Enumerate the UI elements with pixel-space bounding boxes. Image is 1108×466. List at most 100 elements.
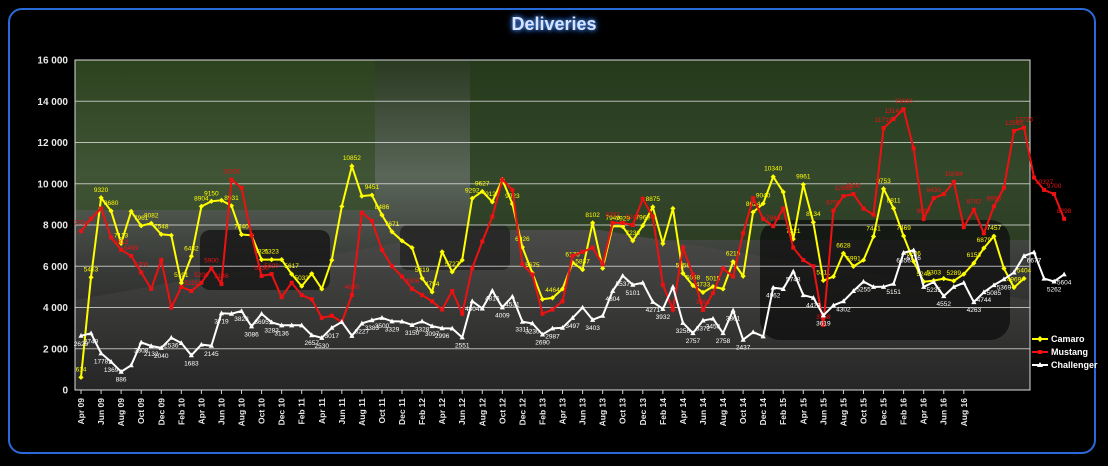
x-tick-label: Jun 11 xyxy=(337,398,347,425)
data-label: 1683 xyxy=(184,360,199,367)
data-label: 5200 xyxy=(194,272,209,279)
data-point xyxy=(529,320,536,326)
data-point xyxy=(1021,275,1027,282)
data-label: 5727 xyxy=(445,261,460,268)
data-label: 9040 xyxy=(756,193,771,200)
data-point xyxy=(1061,271,1067,277)
data-label: 2657 xyxy=(304,340,319,347)
data-point xyxy=(811,264,816,269)
data-point xyxy=(309,271,315,277)
y-tick-label: 2 000 xyxy=(43,344,68,355)
data-label: 9961 xyxy=(796,174,811,181)
data-label: 4302 xyxy=(836,306,851,313)
data-point xyxy=(951,278,957,284)
data-point xyxy=(1062,216,1067,221)
data-label: 6812 xyxy=(114,239,129,246)
data-label: 7943 xyxy=(766,215,781,222)
data-label: 5700 xyxy=(134,261,149,268)
data-point xyxy=(98,195,104,201)
data-label: 5537 xyxy=(615,281,630,288)
data-point xyxy=(590,317,596,322)
data-point xyxy=(890,280,897,286)
data-point xyxy=(149,286,154,291)
data-point xyxy=(751,196,756,201)
data-point xyxy=(851,192,856,197)
data-point xyxy=(178,280,184,286)
data-label: 6482 xyxy=(184,245,199,252)
data-point xyxy=(650,204,656,210)
data-point xyxy=(319,286,325,292)
x-tick-label: Apr 16 xyxy=(919,398,929,425)
data-label: 2629 xyxy=(74,341,89,348)
data-label: 886 xyxy=(116,377,127,384)
data-point xyxy=(871,212,876,217)
data-label: 3158 xyxy=(816,314,831,321)
data-point xyxy=(269,272,274,277)
data-point xyxy=(760,200,766,207)
data-point xyxy=(660,306,666,311)
data-point xyxy=(1021,253,1027,258)
data-label: 5617 xyxy=(284,263,299,270)
y-tick-label: 4 000 xyxy=(43,303,68,314)
data-label: 6153 xyxy=(967,252,982,259)
data-label: 8134 xyxy=(806,211,821,218)
data-point xyxy=(379,315,385,320)
data-label: 5303 xyxy=(926,270,941,277)
data-label: 6879 xyxy=(977,237,992,244)
legend-marker xyxy=(1037,336,1043,342)
data-point xyxy=(530,272,535,277)
data-point xyxy=(379,247,384,252)
data-point xyxy=(188,253,194,259)
data-point xyxy=(259,273,264,278)
data-point xyxy=(810,294,816,300)
data-label: 9150 xyxy=(204,190,219,197)
data-point xyxy=(800,292,806,298)
data-point xyxy=(118,368,124,374)
data-label: 3150 xyxy=(405,330,420,337)
data-label: 7671 xyxy=(385,221,400,228)
data-point xyxy=(169,305,174,310)
data-point xyxy=(400,274,405,279)
data-point xyxy=(440,307,445,312)
data-point xyxy=(550,307,555,312)
data-label: 4009 xyxy=(495,312,510,319)
data-label: 12563 xyxy=(1005,120,1023,127)
data-point xyxy=(430,299,435,304)
x-tick-label: Dec 12 xyxy=(517,398,527,426)
data-label: 13616 xyxy=(895,98,913,105)
data-point xyxy=(710,283,716,290)
data-label: 3372 xyxy=(696,325,711,332)
data-label: 4962 xyxy=(766,293,781,300)
y-tick-label: 14 000 xyxy=(37,97,68,108)
data-point xyxy=(239,185,244,190)
data-label: 6926 xyxy=(515,236,530,243)
data-point xyxy=(680,270,686,276)
data-label: 3017 xyxy=(325,333,340,340)
data-point xyxy=(209,266,214,271)
legend-label: Mustang xyxy=(1051,347,1088,357)
data-point xyxy=(289,271,295,277)
data-label: 7113 xyxy=(114,232,128,239)
data-point xyxy=(721,266,726,271)
data-point xyxy=(208,198,215,204)
data-label: 7457 xyxy=(987,225,1002,232)
data-point xyxy=(289,280,294,285)
data-point xyxy=(1011,128,1016,133)
data-point xyxy=(830,302,836,308)
data-point xyxy=(188,352,194,358)
data-label: 5033 xyxy=(294,275,309,282)
data-label: 3403 xyxy=(585,325,600,332)
data-label: 8680 xyxy=(104,200,119,207)
data-label: 1778 xyxy=(94,358,109,365)
data-label: 8624 xyxy=(746,201,761,208)
data-point xyxy=(740,273,746,279)
data-point xyxy=(228,310,235,316)
data-label: 9700 xyxy=(1047,183,1062,190)
data-point xyxy=(349,293,354,298)
x-tick-label: Aug 13 xyxy=(598,398,608,427)
data-point xyxy=(660,240,666,247)
data-label: 7961 xyxy=(134,215,149,222)
data-label: 1369 xyxy=(104,367,119,374)
data-point xyxy=(299,283,305,289)
